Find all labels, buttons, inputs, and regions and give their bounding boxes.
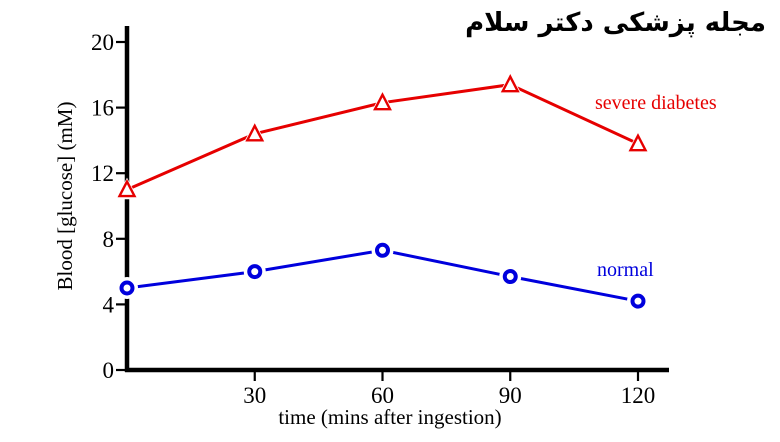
x-tick-label: 120 <box>621 383 656 408</box>
marker-triangle-severe-diabetes <box>500 74 520 93</box>
marker-triangle-severe-diabetes <box>628 133 648 152</box>
marker-circle-normal <box>502 269 518 285</box>
marker-circle-normal <box>247 264 263 280</box>
x-axis-label: time (mins after ingestion) <box>278 405 502 429</box>
series-label-severe-diabetes: severe diabetes <box>595 92 717 114</box>
y-tick-label: 20 <box>91 30 114 55</box>
y-tick-label: 16 <box>91 96 114 121</box>
marker-triangle-severe-diabetes <box>245 123 265 142</box>
x-tick-label: 30 <box>243 383 266 408</box>
marker-circle-normal <box>375 242 390 258</box>
y-axis-label: Blood [glucose] (mM) <box>53 101 77 291</box>
marker-triangle-severe-diabetes <box>117 178 137 198</box>
series-label-normal: normal <box>597 259 654 281</box>
marker-triangle-severe-diabetes <box>373 92 392 111</box>
marker-circle-normal <box>630 293 646 309</box>
y-tick-label: 8 <box>103 227 115 252</box>
y-tick-label: 0 <box>103 358 115 383</box>
y-tick-label: 12 <box>91 161 114 186</box>
x-tick-label: 60 <box>371 383 394 408</box>
y-tick-label: 4 <box>103 292 115 317</box>
x-tick-label: 90 <box>499 383 522 408</box>
journal-title: مجله پزشکی دکتر سلام <box>465 8 766 38</box>
marker-circle-normal <box>119 280 135 296</box>
